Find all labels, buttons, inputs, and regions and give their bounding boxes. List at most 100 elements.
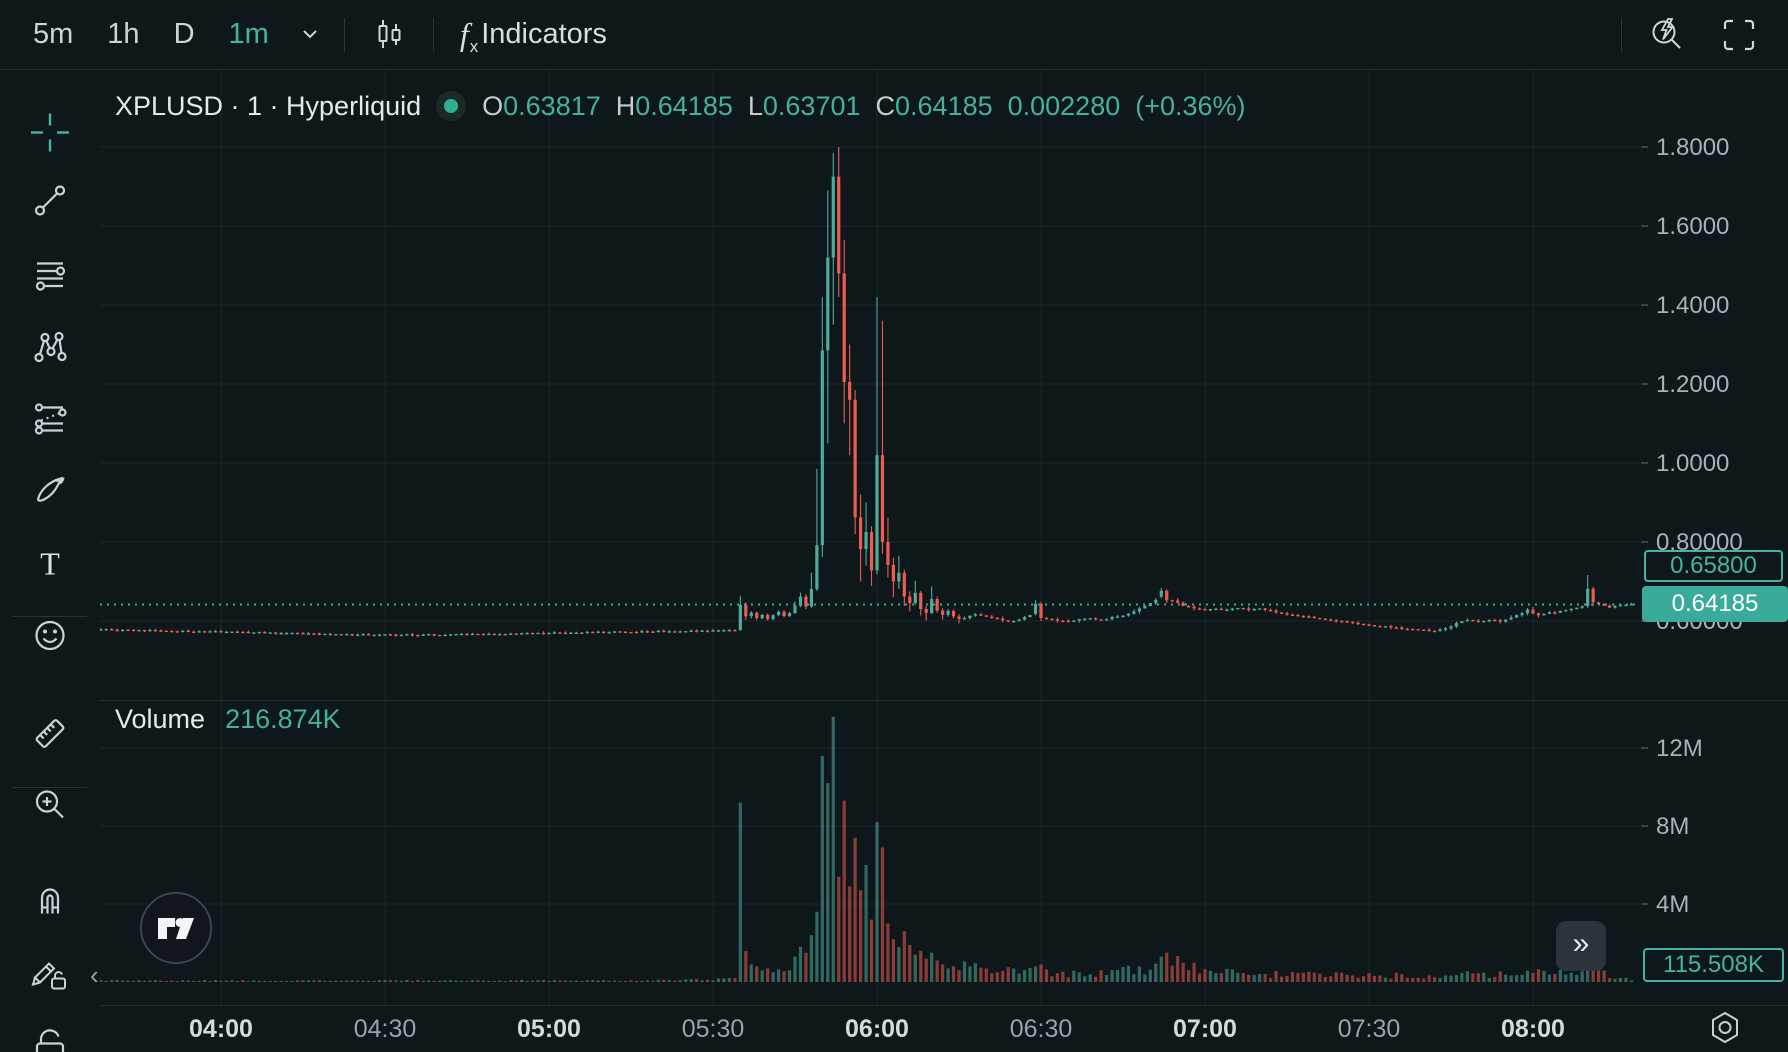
market-status-dot-icon <box>436 91 467 121</box>
ohlc-value: 0.64185 <box>895 90 993 121</box>
tool-forecast[interactable] <box>31 400 69 443</box>
time-tick-label: 06:30 <box>1009 1015 1073 1043</box>
text-icon: T <box>40 546 60 582</box>
lock-all-icon <box>35 1029 65 1052</box>
horizontal-lines-icon <box>35 262 66 291</box>
ohlc-letter: C <box>875 90 896 121</box>
tool-trend-line[interactable] <box>31 182 69 225</box>
xabcd-pattern-icon <box>34 331 67 363</box>
toolbar-separator <box>432 17 434 52</box>
crosshair-icon <box>31 113 69 152</box>
magnet-icon <box>40 888 60 914</box>
tool-text[interactable]: T <box>31 545 69 588</box>
axis-tick-mark <box>1641 824 1648 827</box>
time-tick-label: 05:00 <box>517 1015 581 1043</box>
fullscreen-button[interactable] <box>1704 16 1774 54</box>
toolbar-separator <box>343 17 345 52</box>
time-tick-label: 06:00 <box>845 1015 909 1043</box>
ohlc-value: 0.63817 <box>503 90 601 121</box>
axis-tick-mark <box>1641 541 1648 543</box>
quick-search-button[interactable] <box>1632 15 1704 55</box>
tool-crosshair[interactable] <box>28 111 72 160</box>
candlestick-icon <box>378 19 401 48</box>
axis-tick-mark <box>1641 462 1648 464</box>
interval-dropdown-button[interactable] <box>286 29 334 40</box>
indicators-label: Indicators <box>481 18 607 50</box>
drawing-lock-icon <box>31 962 66 990</box>
search-flash-icon <box>1652 17 1681 49</box>
time-axis[interactable]: 04:00 04:30 05:00 05:30 06:00 06:30 07:00 07:30… <box>100 1005 1788 1052</box>
timeframe-d[interactable]: D <box>173 18 195 50</box>
toolbar-separator <box>1621 17 1622 52</box>
tool-zoom-in[interactable] <box>31 786 69 829</box>
tool-horizontal-lines[interactable] <box>31 257 69 300</box>
tool-lock-all[interactable] <box>28 1024 72 1052</box>
time-tick-label: 04:00 <box>189 1015 253 1043</box>
tradingview-mark-icon <box>158 918 194 939</box>
price-axis[interactable]: 1.80001.60001.40001.20001.00000.800000.6… <box>1641 70 1788 1005</box>
sidebar-divider <box>13 787 87 788</box>
current-price-label: 0.64185 <box>1642 586 1788 623</box>
tool-xabcd-pattern[interactable] <box>31 328 69 371</box>
axis-tick-mark <box>1641 146 1648 149</box>
volume-tick-label: 4M <box>1656 890 1690 918</box>
tradingview-logo[interactable] <box>140 892 212 964</box>
volume-label: Volume <box>115 704 206 734</box>
drawing-toolbar: T <box>0 70 100 1052</box>
price-tick-label: 1.8000 <box>1656 134 1730 162</box>
indicators-button[interactable]: fx Indicators <box>444 16 623 56</box>
emoji-icon <box>35 620 65 651</box>
axis-tick-mark <box>1641 746 1648 749</box>
ohlc-letter: L <box>747 90 763 121</box>
axis-tick-mark <box>1641 902 1648 905</box>
symbol-legend: XPLUSD · 1 · Hyperliquid O 0.63817 H 0.6418… <box>115 90 1246 122</box>
chart-canvas[interactable] <box>99 70 1640 1005</box>
fullscreen-icon <box>1723 19 1755 50</box>
ruler-icon <box>35 719 65 748</box>
ohlc-letter: O <box>482 90 504 121</box>
chart-settings-button[interactable] <box>1706 1009 1744 1052</box>
timeframe-1h[interactable]: 1h <box>107 18 140 50</box>
tool-magnet[interactable] <box>31 882 69 925</box>
collapse-toolbar-arrow[interactable]: ‹ <box>90 960 99 990</box>
price-volume-svg <box>99 70 1640 1005</box>
brush-icon <box>36 476 65 502</box>
volume-tick-label: 12M <box>1656 734 1703 762</box>
price-level-label: 0.65800 <box>1644 550 1783 583</box>
chevron-down-icon <box>303 30 317 39</box>
price-tick-label: 1.2000 <box>1656 371 1730 398</box>
svg-text:T: T <box>40 546 60 582</box>
pane-separator[interactable] <box>100 700 1788 701</box>
time-tick-label: 05:30 <box>681 1015 745 1043</box>
sidebar-divider <box>13 616 87 617</box>
trend-line-icon <box>34 185 66 216</box>
gear-icon <box>1712 1012 1738 1043</box>
volume-value: 216.874K <box>225 704 341 734</box>
zoom-in-icon <box>35 790 64 819</box>
time-tick-label: 07:00 <box>1173 1015 1237 1043</box>
tool-ruler[interactable] <box>30 714 70 759</box>
time-tick-label: 04:30 <box>353 1015 417 1043</box>
ohlc-value: 0.64185 <box>635 90 733 121</box>
forecast-icon <box>34 403 67 435</box>
timeframe-5m[interactable]: 5m <box>33 18 74 50</box>
current-volume-label: 115.508K <box>1643 948 1784 982</box>
timeframe-1m[interactable]: 1m <box>228 18 269 50</box>
tool-drawing-lock[interactable] <box>27 952 73 1003</box>
ohlc-value: 0.63701 <box>762 90 861 121</box>
volume-legend: Volume 216.874K <box>115 704 341 735</box>
tool-brush[interactable] <box>31 471 69 514</box>
toolbar-right-group <box>1611 15 1788 55</box>
symbol-title: XPLUSD · 1 · Hyperliquid <box>115 90 422 121</box>
tool-emoji[interactable] <box>31 617 69 660</box>
scroll-to-recent-button[interactable]: » <box>1556 921 1606 971</box>
timeframe-group: 5m 1h D 1m <box>16 18 286 51</box>
top-toolbar: 5m 1h D 1m fx Indicators <box>0 0 1788 70</box>
change-pct: (+0.36%) <box>1135 90 1246 121</box>
ohlc-letter: H <box>615 90 636 121</box>
ohlc-values: O 0.63817 H 0.64185 L 0.63701 C 0.64185 0.002280… <box>467 91 1245 122</box>
price-tick-label: 1.6000 <box>1656 213 1730 241</box>
chart-style-button[interactable] <box>355 17 423 53</box>
axis-tick-mark <box>1641 383 1648 385</box>
